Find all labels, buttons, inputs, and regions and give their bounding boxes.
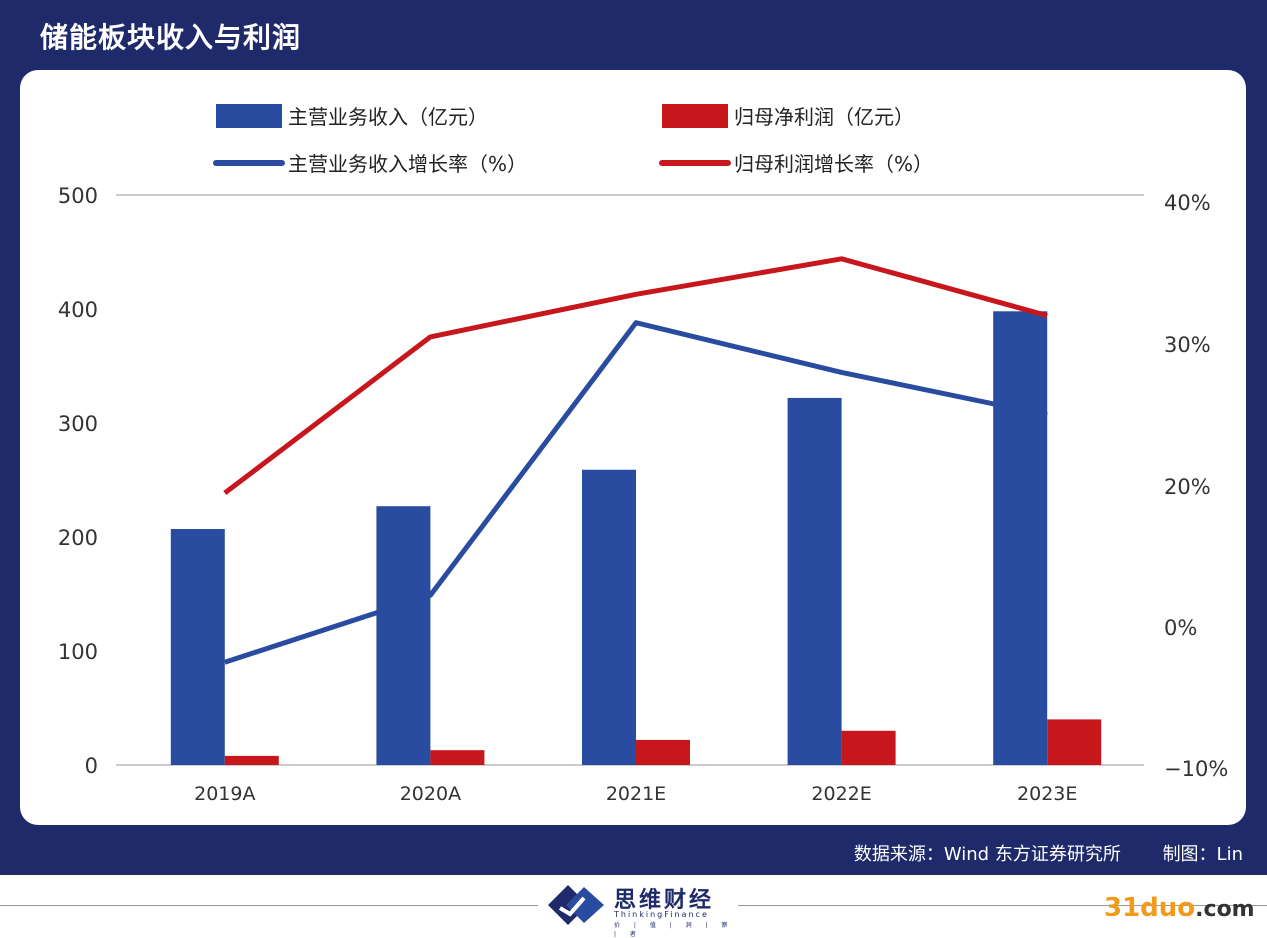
data-source-text: 数据来源：Wind 东方证券研究所 [853,844,1121,865]
left-tick-label: 400 [58,298,98,322]
legend-label: 归母净利润（亿元） [734,105,914,129]
revenue-bar [170,529,225,765]
legend-label: 主营业务收入（亿元） [288,105,488,129]
profit-bar [224,755,279,765]
brand-logo: 思维财经 ThinkingFinance 价 | 值 | 洞 | 察 | 者 [538,880,738,938]
right-tick-label: 40% [1164,191,1211,215]
legend-label: 归母利润增长率（%） [734,152,933,176]
x-tick-label: 2019A [194,783,255,805]
revenue-bar [787,397,842,765]
source-line: 数据来源：Wind 东方证券研究所 制图：Lin [854,840,1243,866]
profit-bar [1047,719,1102,765]
left-tick-label: 200 [58,526,98,550]
watermark-brand: 31duo [1104,893,1196,923]
revenue-growth-line [224,320,1048,665]
chart-panel: 500 400 300 200 100 0 40% 30% 20% 0% −10% 2019A 2020… [20,70,1246,825]
x-tick-label: 2021E [606,783,666,805]
chart-title: 储能板块收入与利润 [40,21,302,54]
watermark: 31duo.com [1104,893,1255,923]
right-tick-label: 20% [1164,475,1211,499]
profit-bar [430,750,485,765]
revenue-bar [376,506,431,765]
logo-name: 思维财经 [614,888,715,913]
revenue-bar [582,469,636,765]
chart-svg: 500 400 300 200 100 0 40% 30% 20% 0% −10% 2019A 2020… [58,104,1228,805]
revenue-bar [993,311,1048,765]
right-tick-label: 30% [1164,333,1211,357]
x-tick-label: 2022E [811,783,871,805]
right-tick-label: 0% [1164,616,1197,640]
left-tick-label: 100 [58,640,98,664]
logo-tagline: 价 | 值 | 洞 | 察 | 者 [614,922,734,938]
watermark-suffix: .com [1195,897,1255,922]
legend-label: 主营业务收入增长率（%） [288,152,527,176]
logo-mark-icon [548,885,604,925]
x-tick-label: 2020A [400,783,461,805]
right-tick-label: −10% [1164,757,1228,781]
legend-swatch-bar [216,104,282,128]
credit-text: 制图：Lin [1162,844,1243,865]
logo-english: ThinkingFinance [614,910,709,919]
left-tick-label: 500 [58,184,98,208]
profit-bar [636,739,690,765]
profit-bar [841,730,896,765]
profit-growth-line [223,256,1048,496]
left-tick-label: 300 [58,412,98,436]
x-tick-label: 2023E [1017,783,1077,805]
left-tick-label: 0 [85,754,98,778]
legend-swatch-bar [662,104,728,128]
